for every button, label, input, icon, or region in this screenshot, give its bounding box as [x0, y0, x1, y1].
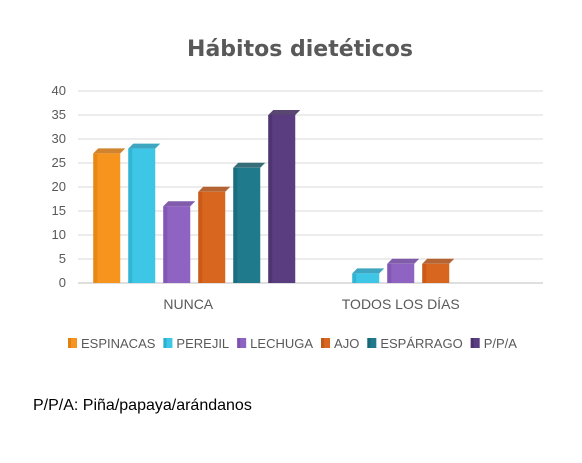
legend-label: ESPINACAS [81, 336, 156, 351]
bar [128, 143, 161, 283]
legend-swatch [367, 338, 377, 348]
bar [233, 162, 266, 283]
gridlines [78, 90, 543, 284]
footnote: P/P/A: Piña/papaya/arándanos [33, 397, 252, 414]
legend: ESPINACAS PEREJIL LECHUGA AJO ESPÁRRAGO P/P/A [68, 336, 517, 351]
bar [198, 186, 231, 283]
legend-label: P/P/A [484, 336, 518, 351]
legend-item: ESPINACAS [68, 336, 156, 351]
y-axis: 0 5 10 15 20 25 30 35 40 [52, 83, 66, 290]
bars [93, 110, 455, 283]
legend-label: PEREJIL [176, 336, 229, 351]
y-tick-label: 40 [52, 83, 66, 98]
y-tick-label: 15 [52, 203, 66, 218]
legend-swatch [321, 338, 331, 348]
bar [352, 268, 385, 283]
y-tick-label: 20 [52, 179, 66, 194]
legend-item: AJO [321, 336, 359, 351]
legend-item: P/P/A [470, 336, 518, 351]
x-tick-label: NUNCA [163, 296, 213, 312]
legend-swatch [163, 338, 173, 348]
bar [93, 148, 126, 283]
y-tick-label: 10 [52, 227, 66, 242]
y-tick-label: 0 [59, 275, 66, 290]
bar [422, 258, 455, 283]
bar [163, 201, 196, 283]
legend-label: ESPÁRRAGO [380, 336, 462, 351]
y-tick-label: 30 [52, 131, 66, 146]
y-tick-label: 35 [52, 107, 66, 122]
y-tick-label: 5 [59, 251, 66, 266]
legend-label: LECHUGA [250, 336, 313, 351]
chart-title: Hábitos dietéticos [187, 37, 413, 62]
x-tick-label: TODOS LOS DÍAS [342, 296, 460, 312]
legend-label: AJO [334, 336, 359, 351]
legend-swatch [237, 338, 247, 348]
x-axis: NUNCA TODOS LOS DÍAS [163, 296, 459, 312]
legend-item: ESPÁRRAGO [367, 336, 463, 351]
chart: Hábitos dietéticos 0 5 10 15 20 25 30 35 40 NUNC… [52, 37, 543, 351]
bar [268, 110, 301, 283]
legend-item: LECHUGA [237, 336, 313, 351]
legend-swatch [470, 338, 480, 348]
legend-swatch [68, 338, 77, 348]
bar [387, 258, 420, 283]
legend-item: PEREJIL [163, 336, 229, 351]
y-tick-label: 25 [52, 155, 66, 170]
